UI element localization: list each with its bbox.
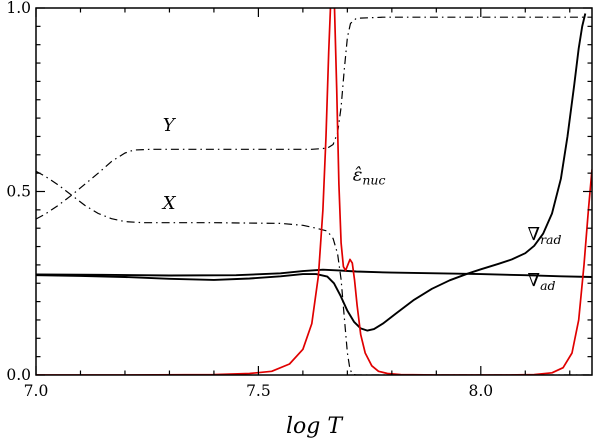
y-tick-label: 1.0: [6, 0, 31, 17]
plot-frame: [35, 7, 593, 376]
x-tick-label: 8.0: [468, 382, 493, 400]
x-axis-label: log T: [286, 414, 344, 439]
series-nabla-ad: [36, 268, 592, 278]
label-nabla-ad: ∇ad: [528, 270, 556, 293]
series-nabla-rad: [36, 13, 587, 332]
x-tick-label: 7.0: [24, 382, 49, 400]
label-nabla-rad: ∇rad: [528, 224, 562, 247]
series-epsilon-nuc-normalized: [36, 8, 592, 375]
label-X: X: [161, 193, 177, 214]
series-helium-abundance-Y: [36, 16, 592, 220]
series-hydrogen-abundance-X: [36, 170, 592, 375]
label-Y: Y: [163, 115, 177, 136]
x-tick-label: 7.5: [246, 382, 271, 400]
y-tick-label: 0.5: [6, 183, 31, 201]
label-eps-nuc: ε̂nuc: [353, 164, 386, 187]
y-tick-label: 0.0: [6, 366, 31, 384]
